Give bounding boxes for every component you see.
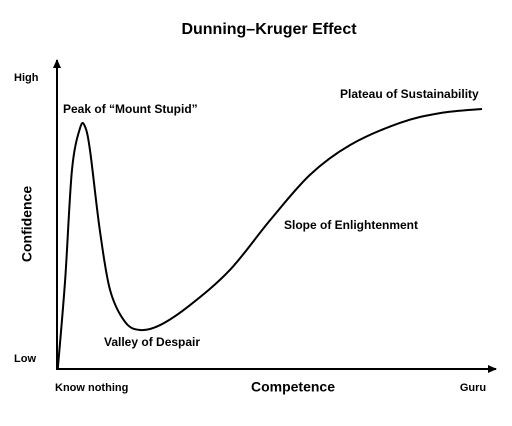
annotation: Peak of “Mount Stupid” <box>63 102 198 116</box>
y-tick-label: High <box>14 72 39 84</box>
x-tick-label: Guru <box>460 382 486 394</box>
y-tick-label: Low <box>14 353 36 365</box>
annotation: Slope of Enlightenment <box>284 218 418 232</box>
x-axis-title: Competence <box>251 379 335 395</box>
annotation: Plateau of Sustainability <box>340 87 479 101</box>
annotation: Valley of Despair <box>104 335 200 349</box>
curve <box>56 108 483 369</box>
chart-title: Dunning–Kruger Effect <box>181 21 357 38</box>
y-axis-title: Confidence <box>19 186 35 262</box>
x-tick-label: Know nothing <box>55 382 128 394</box>
